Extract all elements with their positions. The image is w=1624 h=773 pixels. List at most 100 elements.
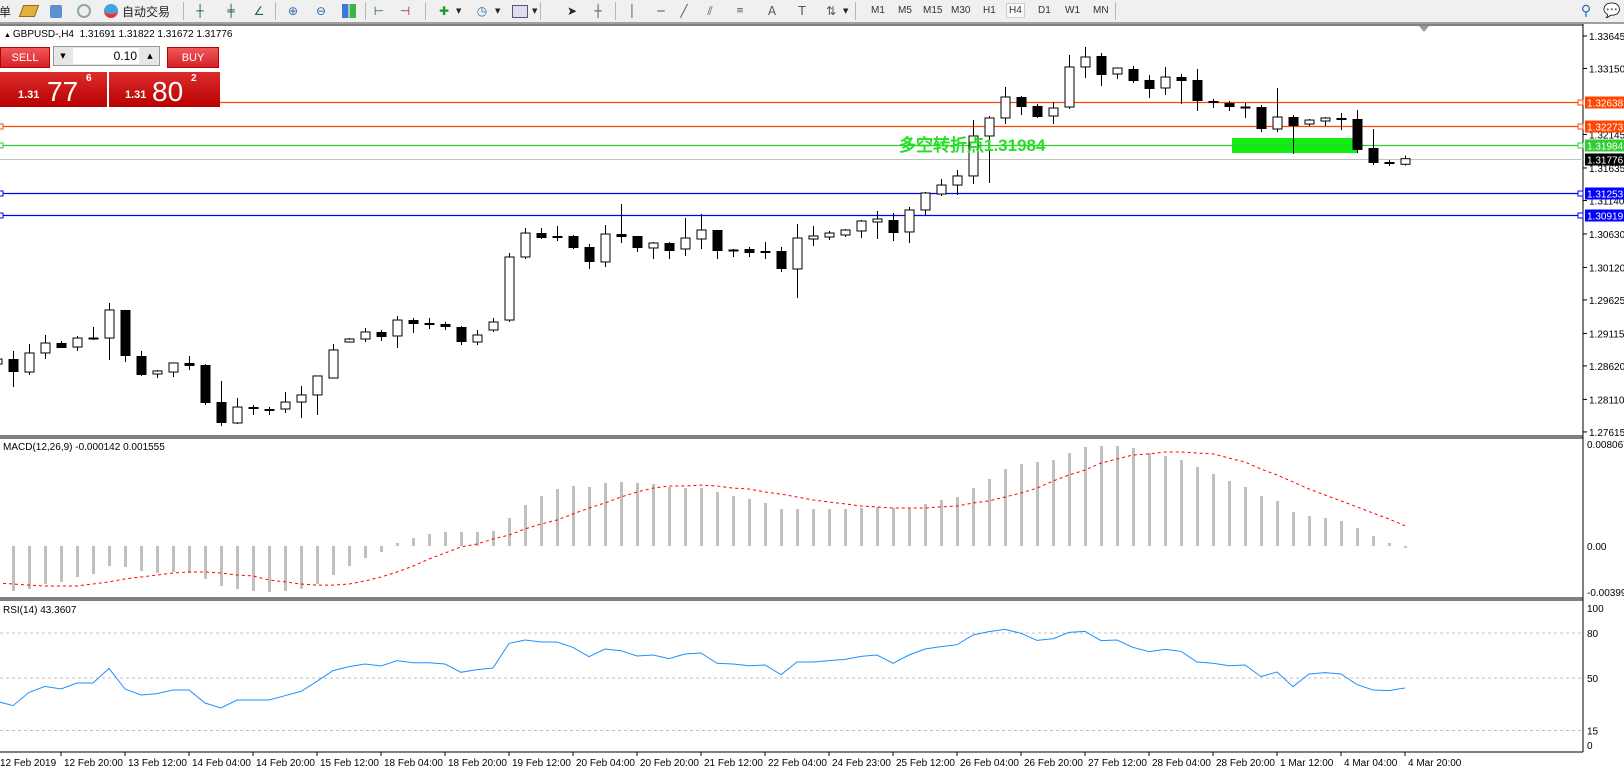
trendline-icon[interactable]: ╱ [680,4,688,18]
line-handle[interactable] [1577,212,1584,219]
macd-histogram-bar [588,487,591,546]
candle-bull [88,337,99,340]
candle-bear [552,235,563,239]
line-handle[interactable] [1577,142,1584,149]
time-label: 20 Feb 20:00 [640,758,699,769]
candle-bull [24,352,35,373]
candle-bull [280,401,291,410]
line-handle[interactable] [0,142,4,149]
zoom-in-icon[interactable]: ⊕ [287,4,299,18]
line-handle[interactable] [0,212,4,219]
vertical-line-icon[interactable]: │ [628,4,636,18]
line-handle[interactable] [1577,190,1584,197]
macd-histogram-bar [1052,460,1055,546]
chevron-down-icon[interactable]: ▼ [843,7,849,15]
price-label: 1.31253 [1587,190,1624,201]
lot-input[interactable] [73,48,139,64]
timeframe-h4[interactable]: H4 [1006,3,1025,18]
time-label: 18 Feb 20:00 [448,758,507,769]
line-handle[interactable] [0,123,4,130]
candle-bear [424,322,435,326]
templates-icon[interactable] [511,2,529,20]
candle-bull [1112,67,1123,75]
line-handle[interactable] [1577,99,1584,106]
timeframe-d1[interactable]: D1 [1038,5,1051,16]
macd-histogram-bar [700,488,703,546]
lot-decrease-button[interactable]: ▼ [55,48,71,64]
buy-button[interactable]: BUY [167,47,219,68]
chevron-down-icon[interactable]: ▼ [532,7,538,15]
candle-bull [1240,106,1251,109]
arrows-icon[interactable]: ⇅ [825,4,837,18]
fibonacci-icon[interactable]: ≡ [736,6,744,16]
lot-stepper: ▼ ▲ [53,46,160,66]
timeframe-w1[interactable]: W1 [1065,5,1080,16]
market-watch-icon[interactable] [47,2,65,20]
line-handle[interactable] [1577,123,1584,130]
line-chart-icon[interactable]: ∠ [253,4,265,18]
chevron-down-icon[interactable]: ▼ [456,7,462,15]
separator [855,2,856,20]
search-icon[interactable]: ⚲ [1580,3,1592,19]
macd-histogram-bar [380,546,383,552]
macd-histogram-bar [780,509,783,546]
timeframe-m1[interactable]: M1 [871,5,885,16]
time-label: 13 Feb 12:00 [128,758,187,769]
sell-button[interactable]: SELL [0,47,50,68]
time-label: 26 Feb 04:00 [960,758,1019,769]
tile-windows-icon[interactable] [340,2,358,20]
bar-chart-icon[interactable]: ┼ [196,4,204,18]
auto-scroll-icon[interactable]: ⊢ [373,4,385,18]
macd-histogram-bar [636,482,639,546]
separator [365,2,366,20]
candle-bull [1160,76,1171,89]
candlestick-icon[interactable]: ╪ [227,4,235,18]
equidistant-channel-icon[interactable]: ⫽ [707,3,713,18]
indicators-icon[interactable]: ✚ [438,4,450,18]
candle-bear [888,220,899,234]
signals-icon[interactable] [75,2,93,20]
text-label-icon[interactable]: T [798,4,806,18]
text-icon[interactable]: A [767,4,777,18]
new-order-icon[interactable] [18,2,40,20]
chat-icon[interactable]: 💬 [1603,3,1621,19]
horizontal-line-icon[interactable]: ─ [657,4,665,18]
rsi-axis-label: 15 [1587,727,1599,738]
timeframe-mn[interactable]: MN [1093,5,1109,16]
chart-shift-marker-icon[interactable] [1419,26,1429,32]
crosshair-icon[interactable]: ┼ [594,4,602,18]
candle-bull [1080,56,1091,68]
chart-shift-icon[interactable]: ⊣ [399,4,411,18]
pivot-annotation[interactable]: 多空转折点1.31984 [899,131,1045,156]
zoom-out-icon[interactable]: ⊖ [315,4,327,18]
candle-bear [1144,79,1155,89]
sell-price-box[interactable]: 1.31 77 6 [0,72,107,107]
candle-bear [1208,100,1219,104]
macd-histogram-bar [892,507,895,546]
sell-price-pips: 77 [47,76,79,107]
candle-bear [760,251,771,253]
macd-axis-label: -0.00399 [1587,588,1624,599]
candle-bull [1400,158,1411,165]
macd-histogram-bar [828,509,831,546]
buy-price-box[interactable]: 1.31 80 2 [109,72,220,107]
timeframe-m5[interactable]: M5 [898,5,912,16]
autotrade-button[interactable]: 自动交易 [122,4,171,19]
collapse-triangle-icon[interactable]: ▲ [4,32,13,39]
timeframe-h1[interactable]: H1 [983,5,996,16]
timeframe-m15[interactable]: M15 [923,5,943,16]
candle-bear [408,320,419,325]
cursor-icon[interactable]: ➤ [566,4,578,18]
lot-increase-button[interactable]: ▲ [142,48,158,64]
rsi-axis-label: 50 [1587,674,1599,685]
candle-bear [776,251,787,270]
candle-bull [296,394,307,403]
timeframe-m30[interactable]: M30 [951,5,971,16]
macd-histogram-bar [1004,469,1007,546]
chevron-down-icon[interactable]: ▼ [495,7,501,15]
candle-bear [1096,56,1107,75]
autotrade-icon[interactable] [102,2,120,20]
line-handle[interactable] [0,190,4,197]
periods-icon[interactable]: ◷ [476,4,488,18]
